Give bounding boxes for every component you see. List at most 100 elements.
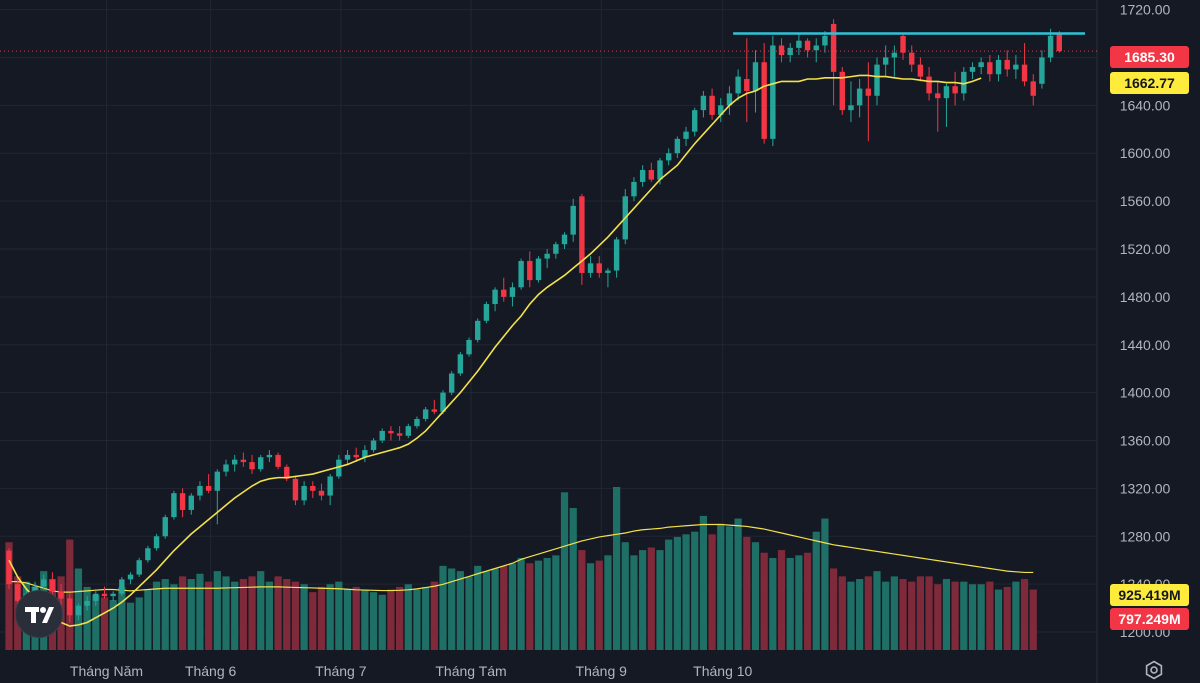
tradingview-logo-icon (25, 607, 54, 623)
volume-bar (1003, 586, 1011, 650)
volume-bar (699, 515, 707, 650)
candle-body (188, 495, 194, 510)
volume-bar (352, 586, 360, 650)
last-price-label: 1685.30 (1110, 46, 1189, 68)
candle-body (909, 52, 915, 65)
candle-body (240, 459, 247, 463)
volume-bar (413, 589, 421, 650)
candle-body (197, 486, 203, 496)
volume-bar (665, 539, 673, 650)
volume-bar (856, 579, 864, 650)
volume-bar (5, 542, 13, 650)
volume-bar (682, 534, 690, 650)
candle-body (822, 35, 828, 46)
volume-bar (161, 579, 169, 650)
volume-bar (552, 555, 560, 650)
candle-body (466, 339, 472, 355)
candle-body (405, 426, 411, 436)
candle-body (943, 86, 950, 99)
volume-value-label: 925.419M (1110, 584, 1189, 606)
volume-bar (786, 557, 794, 650)
settings-gear-icon[interactable] (1144, 660, 1164, 680)
candle-body (796, 40, 802, 48)
candle-body (718, 105, 724, 115)
volume-bar (126, 602, 135, 650)
volume-bar (847, 581, 855, 650)
candle-body (865, 88, 872, 96)
volume-bar (317, 586, 326, 650)
volume-bar (387, 589, 395, 650)
volume-bar (821, 518, 829, 650)
candle-body (162, 517, 168, 537)
candle-body (422, 409, 429, 419)
candle-body (527, 260, 533, 281)
candle-body (501, 289, 507, 297)
candle-body (935, 93, 941, 99)
overlay-lines (0, 32, 1097, 52)
volume-bar (83, 586, 91, 650)
volume-bar (291, 581, 300, 650)
volume-bar (578, 550, 586, 650)
volume-bar (960, 581, 968, 650)
volume-bar (500, 565, 508, 650)
volume-bar (621, 542, 629, 650)
volume-bar (300, 584, 308, 650)
volume-bar (205, 581, 213, 650)
volume-bar (942, 579, 951, 650)
volume-bar (196, 573, 204, 650)
tradingview-logo[interactable] (15, 590, 63, 638)
price-tick-label: 1320.00 (1120, 480, 1171, 496)
candle-body (275, 454, 281, 467)
candle-body (726, 93, 733, 106)
volume-bar (456, 571, 464, 650)
candle-body (431, 409, 438, 412)
candle-body (179, 493, 186, 510)
candle-body (657, 160, 663, 180)
price-tick-label: 1280.00 (1120, 528, 1171, 544)
volume-ma-polyline (9, 523, 1034, 593)
candle-body (553, 244, 559, 254)
candle-body (631, 181, 637, 197)
volume-bar (734, 518, 742, 650)
volume-bar (309, 592, 317, 650)
candle-body (127, 574, 134, 580)
axis-labels: 1720.001680.001640.001600.001560.001520.… (70, 2, 1171, 679)
volume-bar (569, 508, 577, 650)
volume-bars (5, 487, 1037, 650)
volume-bar (231, 581, 239, 650)
volume-bar (369, 592, 378, 650)
candle-body (1039, 57, 1045, 84)
volume-bar (751, 542, 760, 650)
volume-bar (795, 555, 803, 650)
time-tick-label: Tháng 7 (315, 663, 367, 679)
volume-bar (152, 581, 161, 650)
candle-body (292, 478, 299, 501)
price-tick-label: 1360.00 (1120, 433, 1171, 449)
volume-bar (908, 581, 916, 650)
candle-body (995, 59, 1002, 75)
candle-body (1030, 81, 1036, 96)
candle-body (214, 471, 221, 491)
volume-bar (873, 571, 881, 650)
volume-bar (248, 576, 256, 650)
candle-body (761, 62, 767, 139)
candle-body (987, 62, 993, 75)
moving-average-line (8, 74, 982, 627)
candles (6, 19, 1062, 623)
candle-body (492, 289, 498, 305)
candle-body (396, 433, 403, 436)
candle-body (839, 71, 845, 111)
volume-bar (604, 555, 612, 650)
candle-body (605, 270, 611, 273)
candle-body (639, 169, 646, 182)
volume-bar (803, 552, 812, 650)
volume-bar (257, 571, 265, 650)
volume-bar (144, 589, 152, 650)
volume-bar (968, 584, 977, 650)
candle-body (674, 138, 681, 154)
candle-body (301, 486, 307, 501)
volume-bar (222, 576, 230, 650)
candle-body (1056, 33, 1062, 52)
candle-body (153, 536, 160, 549)
